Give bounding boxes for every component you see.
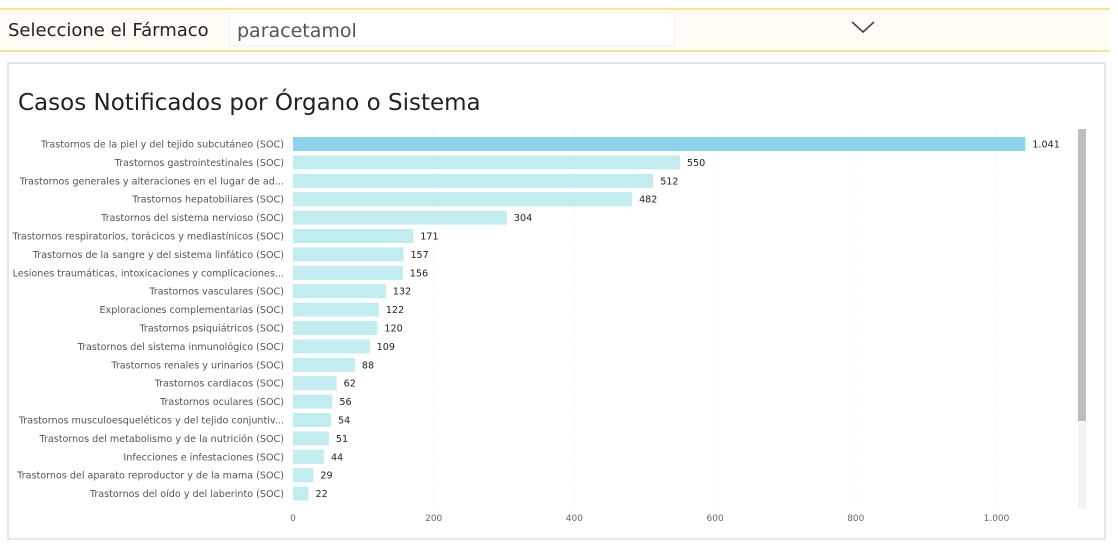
bar bbox=[293, 449, 324, 464]
bar bbox=[293, 394, 333, 409]
bar bbox=[293, 265, 403, 280]
category-label: Trastornos de la sangre y del sistema li… bbox=[32, 249, 284, 261]
chevron-down-icon[interactable] bbox=[850, 17, 876, 37]
bar bbox=[293, 339, 370, 354]
x-tick-label: 1.000 bbox=[984, 514, 1010, 524]
category-label: Trastornos del oído y del laberinto (SOC… bbox=[89, 488, 284, 500]
category-label: Trastornos cardiacos (SOC) bbox=[154, 379, 284, 390]
bar bbox=[293, 357, 355, 372]
data-label: 156 bbox=[410, 268, 428, 279]
category-label: Lesiones traumáticas, intoxicaciones y c… bbox=[13, 267, 284, 279]
bar bbox=[293, 247, 404, 262]
category-label: Trastornos respiratorios, torácicos y me… bbox=[12, 231, 284, 243]
data-label: 157 bbox=[410, 250, 428, 261]
category-label: Trastornos hepatobiliares (SOC) bbox=[131, 195, 284, 206]
category-label: Trastornos gastrointestinales (SOC) bbox=[114, 158, 284, 169]
bar bbox=[293, 173, 654, 188]
slicer-label: Seleccione el Fármaco bbox=[8, 20, 209, 41]
x-tick-label: 400 bbox=[566, 514, 583, 524]
data-label: 54 bbox=[338, 416, 350, 427]
bar-chart: 0 200 400 600 800 1.000 Trastornos de la piel … bbox=[12, 128, 1060, 524]
category-label: Trastornos vasculares (SOC) bbox=[148, 287, 284, 298]
chart-card: Casos Notificados por Órgano o Sistema 0… bbox=[7, 62, 1106, 540]
data-label: 171 bbox=[420, 232, 438, 243]
data-label: 44 bbox=[331, 452, 343, 463]
data-label: 482 bbox=[639, 195, 657, 206]
data-label: 51 bbox=[336, 434, 348, 445]
bar bbox=[293, 210, 507, 225]
data-label: 22 bbox=[315, 489, 327, 500]
drug-dropdown[interactable]: paracetamol bbox=[229, 12, 875, 46]
bar bbox=[293, 376, 337, 391]
data-label: 109 bbox=[377, 342, 395, 353]
x-tick-label: 800 bbox=[847, 514, 864, 524]
category-label: Trastornos del sistema nervioso (SOC) bbox=[100, 213, 284, 224]
bar bbox=[293, 431, 329, 446]
bar bbox=[293, 468, 314, 483]
bar bbox=[293, 321, 378, 335]
category-label: Trastornos oculares (SOC) bbox=[159, 397, 284, 408]
data-label: 62 bbox=[344, 379, 356, 390]
data-label: 56 bbox=[339, 397, 351, 408]
category-label: Trastornos musculoesqueléticos y del tej… bbox=[18, 415, 284, 427]
bar bbox=[293, 137, 1026, 151]
category-label: Trastornos psiquiátricos (SOC) bbox=[138, 323, 284, 335]
data-label: 304 bbox=[514, 213, 532, 224]
category-label: Trastornos generales y alteraciones en e… bbox=[19, 176, 284, 187]
data-label: 29 bbox=[320, 471, 332, 482]
data-label: 120 bbox=[384, 324, 402, 335]
x-tick-label: 0 bbox=[290, 514, 296, 524]
category-label: Trastornos del metabolismo y de la nutri… bbox=[39, 433, 285, 445]
data-label: 88 bbox=[362, 360, 374, 371]
category-label: Trastornos de la piel y del tejido subcu… bbox=[40, 139, 284, 151]
data-label: 122 bbox=[386, 305, 404, 316]
x-tick-label: 600 bbox=[707, 514, 724, 524]
category-label: Trastornos renales y urinarios (SOC) bbox=[110, 360, 284, 371]
category-label: Trastornos del sistema inmunológico (SOC… bbox=[77, 341, 284, 353]
bar bbox=[293, 284, 386, 299]
data-label: 512 bbox=[660, 176, 678, 187]
category-label: Trastornos del aparato reproductor y de … bbox=[16, 471, 284, 482]
category-label: Exploraciones complementarias (SOC) bbox=[99, 305, 284, 316]
bar bbox=[293, 229, 414, 243]
bar bbox=[293, 192, 633, 207]
data-label: 550 bbox=[687, 158, 705, 169]
bar bbox=[293, 302, 379, 317]
x-tick-label: 200 bbox=[425, 514, 442, 524]
scrollbar-thumb[interactable] bbox=[1078, 129, 1086, 421]
bar bbox=[293, 155, 680, 170]
data-label: 132 bbox=[393, 287, 411, 298]
drug-slicer: Seleccione el Fármaco paracetamol bbox=[0, 8, 1110, 52]
bar bbox=[293, 486, 309, 501]
data-label: 1.041 bbox=[1032, 140, 1059, 151]
drug-dropdown-value: paracetamol bbox=[237, 20, 357, 42]
bar bbox=[293, 413, 331, 427]
chart-title: Casos Notificados por Órgano o Sistema bbox=[18, 90, 481, 116]
category-label: Infecciones e infestaciones (SOC) bbox=[123, 452, 284, 463]
